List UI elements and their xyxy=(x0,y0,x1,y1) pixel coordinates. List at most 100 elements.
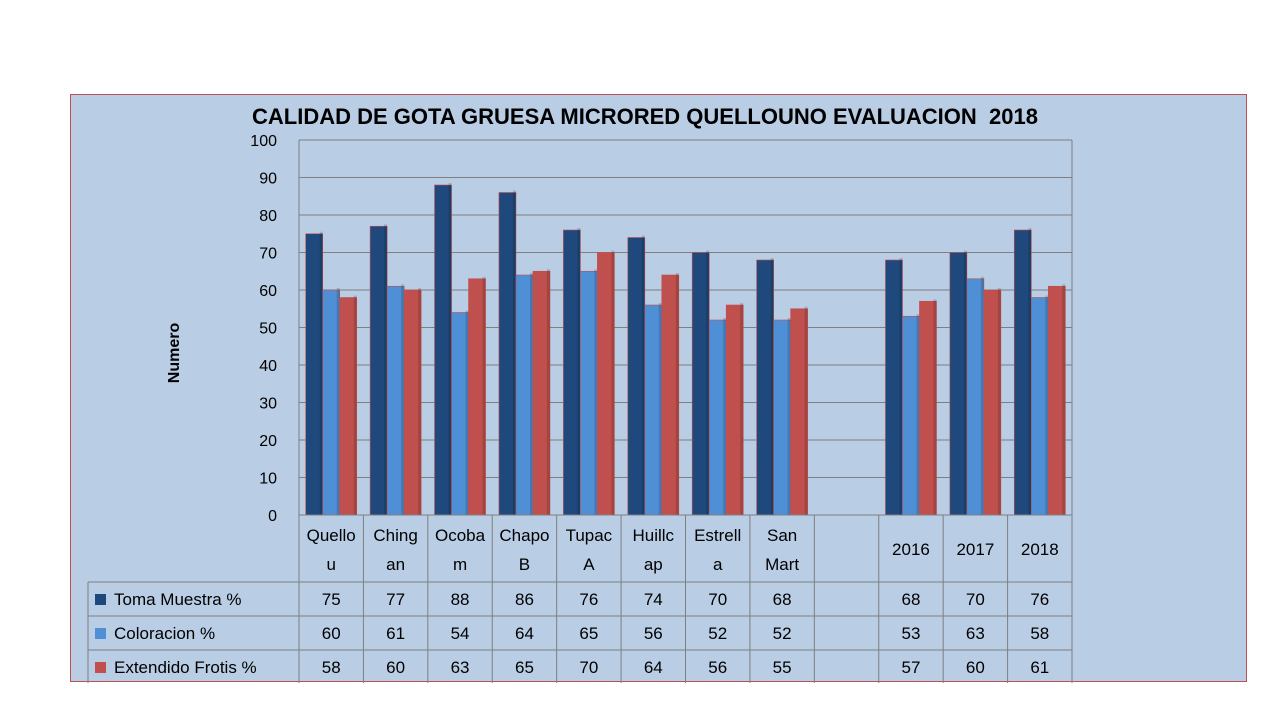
data-label: 68 xyxy=(773,590,792,609)
x-tick-label: 2016 xyxy=(892,540,930,559)
bar-shade xyxy=(675,273,679,515)
bar-shade xyxy=(963,250,967,515)
bar-shade xyxy=(740,303,744,515)
x-tick-label: ap xyxy=(644,555,663,574)
x-tick-label: a xyxy=(713,555,723,574)
x-tick-label: Ocoba xyxy=(435,526,486,545)
bar-shade xyxy=(611,250,615,515)
y-tick-label: 40 xyxy=(259,358,277,375)
bar-shade xyxy=(529,273,533,515)
bar-shade xyxy=(916,314,920,515)
data-label: 54 xyxy=(451,624,470,643)
bar-shade xyxy=(448,183,452,515)
data-label: 58 xyxy=(1030,624,1049,643)
x-tick-label: Estrell xyxy=(694,526,741,545)
bar-shade xyxy=(353,295,357,515)
bar-chart: CALIDAD DE GOTA GRUESA MICRORED QUELLOUN… xyxy=(87,104,1073,683)
bar-shade xyxy=(1062,284,1066,515)
x-tick-label: A xyxy=(583,555,595,574)
bar-shade xyxy=(336,288,340,515)
legend-label: Extendido Frotis % xyxy=(114,658,257,677)
data-label: 52 xyxy=(773,624,792,643)
chart-panel: CALIDAD DE GOTA GRUESA MICRORED QUELLOUN… xyxy=(70,94,1247,683)
y-axis-label: Numero xyxy=(166,323,183,384)
data-label: 60 xyxy=(966,658,985,677)
data-label: 61 xyxy=(1030,658,1049,677)
bar-shade xyxy=(787,318,791,515)
x-tick-label: Tupac xyxy=(566,526,613,545)
data-label: 52 xyxy=(708,624,727,643)
data-label: 88 xyxy=(451,590,470,609)
bar-shade xyxy=(319,231,323,515)
x-tick-label: B xyxy=(519,555,530,574)
bar-shade xyxy=(512,190,516,515)
bar-shade xyxy=(418,288,422,515)
bar-shade xyxy=(384,224,388,515)
x-tick-label: Ching xyxy=(373,526,417,545)
bar-shade xyxy=(899,258,903,515)
bar-shade xyxy=(933,299,937,515)
data-label: 63 xyxy=(966,624,985,643)
bar-shade xyxy=(546,269,550,515)
x-tick-label: m xyxy=(453,555,467,574)
y-tick-label: 20 xyxy=(259,433,277,450)
bar-shade xyxy=(1045,295,1049,515)
data-label: 70 xyxy=(579,658,598,677)
y-tick-label: 50 xyxy=(259,321,277,338)
x-tick-label: Huillc xyxy=(633,526,675,545)
gridlines xyxy=(298,139,1073,516)
bar-shade xyxy=(1028,228,1032,515)
bar-shade xyxy=(641,235,645,515)
legend-swatch xyxy=(95,662,106,673)
data-label: 60 xyxy=(322,624,341,643)
bar-shade xyxy=(997,288,1001,515)
data-label: 57 xyxy=(901,658,920,677)
bar-shade xyxy=(706,250,710,515)
bar-shade xyxy=(770,258,774,515)
data-label: 68 xyxy=(901,590,920,609)
data-label: 70 xyxy=(708,590,727,609)
x-tick-label: 2018 xyxy=(1021,540,1059,559)
data-label: 64 xyxy=(515,624,534,643)
data-label: 76 xyxy=(1030,590,1049,609)
y-tick-label: 30 xyxy=(259,396,277,413)
x-tick-label: 2017 xyxy=(956,540,994,559)
y-tick-label: 80 xyxy=(259,208,277,225)
x-tick-label: Quello xyxy=(307,526,356,545)
bar-shade xyxy=(980,276,984,515)
x-tick-label: Mart xyxy=(765,555,799,574)
data-label: 75 xyxy=(322,590,341,609)
legend-label: Coloracion % xyxy=(114,624,215,643)
data-label: 77 xyxy=(386,590,405,609)
chart-title: CALIDAD DE GOTA GRUESA MICRORED QUELLOUN… xyxy=(252,104,1038,129)
data-label: 86 xyxy=(515,590,534,609)
y-tick-label: 70 xyxy=(259,246,277,263)
y-tick-label: 0 xyxy=(268,508,277,525)
data-label: 76 xyxy=(579,590,598,609)
y-tick-labels: 0 10 20 30 40 50 60 70 80 90 100 xyxy=(250,133,277,525)
y-tick-label: 90 xyxy=(259,171,277,188)
x-tick-label: u xyxy=(326,555,335,574)
data-table: Quello u Ching an Ocoba m Chapo B Tupac A Huillc ap… xyxy=(87,514,1073,683)
data-label: 65 xyxy=(579,624,598,643)
data-label: 56 xyxy=(708,658,727,677)
y-tick-label: 10 xyxy=(259,471,277,488)
data-label: 74 xyxy=(644,590,663,609)
bar-shade xyxy=(482,276,486,515)
data-label: 61 xyxy=(386,624,405,643)
legend-swatch xyxy=(95,594,106,605)
y-tick-label: 60 xyxy=(259,283,277,300)
data-label: 64 xyxy=(644,658,663,677)
data-label: 53 xyxy=(901,624,920,643)
bar-shade xyxy=(465,310,469,515)
bar-shade xyxy=(658,303,662,515)
data-label: 55 xyxy=(773,658,792,677)
data-label: 63 xyxy=(451,658,470,677)
x-tick-label: Chapo xyxy=(499,526,549,545)
x-tick-label: San xyxy=(767,526,797,545)
data-label: 58 xyxy=(322,658,341,677)
bars xyxy=(305,183,1066,516)
data-label: 56 xyxy=(644,624,663,643)
y-tick-label: 100 xyxy=(250,133,277,150)
x-tick-label: an xyxy=(386,555,405,574)
